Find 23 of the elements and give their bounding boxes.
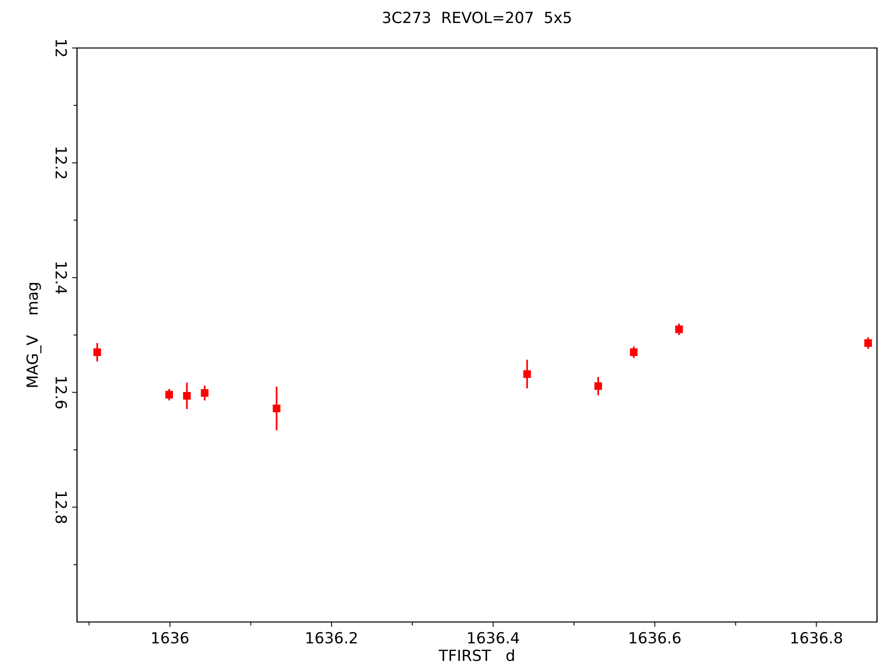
point [165,390,173,399]
x-tick-label: 1636.4 [468,632,520,644]
point [183,392,191,400]
y-tick-label: 12 [56,40,68,56]
point [272,404,280,412]
x-tick-label: 1636 [152,632,188,644]
y-tick-label: 12.6 [55,377,68,408]
point [93,348,102,356]
y-tick-label: 12.2 [56,147,68,178]
point [675,325,683,334]
point [864,339,872,347]
x-tick-label: 1636.6 [630,632,681,644]
point [523,370,531,378]
point [200,389,208,397]
x-tick-label: 1636.2 [306,632,357,644]
x-axis-title: TFIRST d [438,649,514,662]
x-tick-label: 1636.8 [791,632,842,644]
y-tick-label: 12.4 [56,262,68,294]
y-tick-label: 12.8 [55,492,68,524]
y-axis-title: MAG_V mag [26,283,42,387]
chart-title: 3C273 REVOL=207 5x5 [382,12,571,24]
point [630,348,638,356]
point [594,382,602,390]
